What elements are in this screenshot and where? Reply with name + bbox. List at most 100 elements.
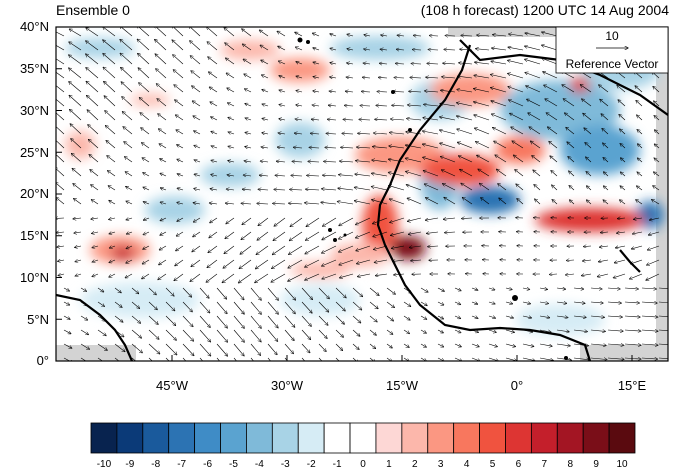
wind-vector [498, 184, 507, 191]
wind-vector [91, 185, 99, 191]
wind-vector [429, 36, 439, 37]
wind-vector [602, 129, 609, 135]
wind-vector [301, 357, 306, 361]
wind-vector [199, 329, 211, 342]
wind-vector [427, 63, 439, 64]
wind-vector [260, 161, 269, 162]
wind-vector [176, 115, 184, 121]
wind-vector [584, 246, 592, 247]
wind-vector [125, 172, 133, 177]
wind-vector [307, 175, 320, 176]
y-tick-label: 10°N [19, 270, 49, 285]
wind-vector [409, 91, 422, 92]
x-tick-label: 15°E [617, 378, 647, 393]
wind-vector [522, 302, 530, 304]
wind-vector [290, 189, 303, 190]
wind-vector [600, 246, 609, 247]
wind-vector [356, 231, 371, 238]
wind-vector [372, 160, 388, 163]
colorbar-box [142, 422, 170, 454]
wind-vector [323, 175, 337, 176]
colorbar-box [375, 422, 403, 454]
wind-vector [424, 104, 439, 106]
wind-vector [250, 301, 261, 314]
wind-vector [233, 343, 244, 356]
wind-vector [121, 82, 133, 93]
wind-vector [211, 146, 218, 148]
wind-vector [225, 231, 235, 239]
wind-vector [389, 146, 405, 149]
wind-vector [474, 115, 490, 121]
wind-vector [454, 343, 461, 347]
wind-vector [407, 198, 422, 205]
wind-vector [586, 157, 592, 163]
wind-vector [142, 143, 150, 149]
wind-vector [160, 173, 167, 177]
wind-vector [437, 329, 443, 333]
wind-vector [80, 287, 86, 291]
wind-vector [590, 316, 604, 317]
wind-vector [71, 139, 82, 149]
wind-vector [403, 287, 412, 293]
wind-vector [600, 99, 609, 107]
wind-vector [488, 288, 495, 290]
wind-vector [647, 259, 660, 265]
wind-vector [376, 274, 388, 276]
wind-vector [457, 129, 473, 135]
wind-vector [542, 58, 558, 65]
colorbar-label: 7 [541, 459, 548, 470]
wind-vector [620, 200, 626, 205]
wind-vector [157, 99, 167, 107]
wind-vector [525, 73, 541, 79]
wind-vector [199, 343, 211, 356]
wind-vector [534, 185, 541, 191]
y-tick-label: 5°N [27, 312, 49, 327]
wind-vector [437, 343, 444, 347]
wind-vector [199, 315, 210, 327]
wind-vector [532, 156, 541, 163]
wind-vector [142, 259, 150, 264]
wind-vector [288, 273, 303, 281]
wind-vector [423, 157, 439, 163]
wind-vector [491, 61, 507, 65]
wind-vector [389, 186, 405, 191]
wind-vector [391, 231, 405, 235]
wind-vector [604, 172, 609, 177]
wind-vector [569, 186, 575, 191]
wind-vector [301, 301, 312, 313]
wind-vector [573, 316, 586, 317]
wind-vector [245, 147, 252, 148]
wind-vector [636, 200, 643, 205]
wind-vector [240, 245, 252, 254]
wind-vector [373, 217, 388, 224]
wind-vector [539, 316, 550, 318]
wind-vector [369, 315, 377, 322]
wind-vector [262, 118, 269, 120]
wind-vector [516, 184, 524, 191]
wind-vector [206, 273, 218, 282]
wind-vector [386, 287, 395, 294]
wind-vector [126, 201, 133, 205]
wind-vector [80, 315, 88, 320]
wind-vector [233, 329, 244, 342]
wind-vector [63, 287, 69, 291]
colorbar-box [453, 422, 480, 454]
wind-vector [514, 155, 524, 163]
wind-vector [563, 99, 575, 107]
wind-vector [131, 287, 139, 294]
wind-vector [228, 161, 235, 162]
wind-vector [182, 357, 187, 361]
wind-vector [225, 43, 235, 51]
wind-vector [159, 259, 167, 265]
wind-vector [437, 287, 444, 291]
wind-vector [343, 119, 354, 120]
y-tick-label: 25°N [19, 145, 49, 160]
wind-vector [481, 198, 490, 205]
wind-vector [114, 301, 122, 307]
y-tick-label: 40°N [19, 19, 49, 34]
wind-vector [165, 287, 174, 296]
wind-vector [420, 329, 426, 333]
wind-vector [509, 100, 524, 107]
wind-vector [90, 170, 99, 177]
wind-vector [123, 127, 133, 135]
